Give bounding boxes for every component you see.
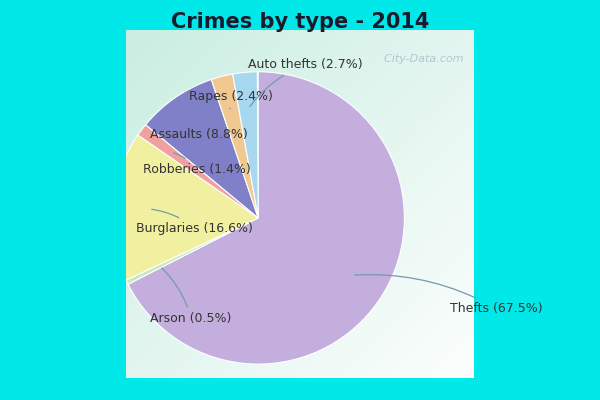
Text: Robberies (1.4%): Robberies (1.4%) [143, 153, 251, 176]
Wedge shape [211, 74, 258, 218]
Text: Auto thefts (2.7%): Auto thefts (2.7%) [248, 58, 362, 106]
Wedge shape [138, 125, 258, 218]
Text: Burglaries (16.6%): Burglaries (16.6%) [136, 209, 253, 235]
Text: Thefts (67.5%): Thefts (67.5%) [355, 275, 542, 315]
Wedge shape [233, 72, 258, 218]
Text: Crimes by type - 2014: Crimes by type - 2014 [171, 12, 429, 32]
Text: Assaults (8.8%): Assaults (8.8%) [151, 128, 248, 141]
Wedge shape [126, 218, 258, 284]
Wedge shape [112, 135, 258, 280]
Text: Rapes (2.4%): Rapes (2.4%) [188, 90, 272, 109]
Wedge shape [146, 80, 258, 218]
Wedge shape [128, 72, 404, 364]
Text: Arson (0.5%): Arson (0.5%) [151, 268, 232, 325]
Text: City-Data.com: City-Data.com [377, 54, 464, 64]
